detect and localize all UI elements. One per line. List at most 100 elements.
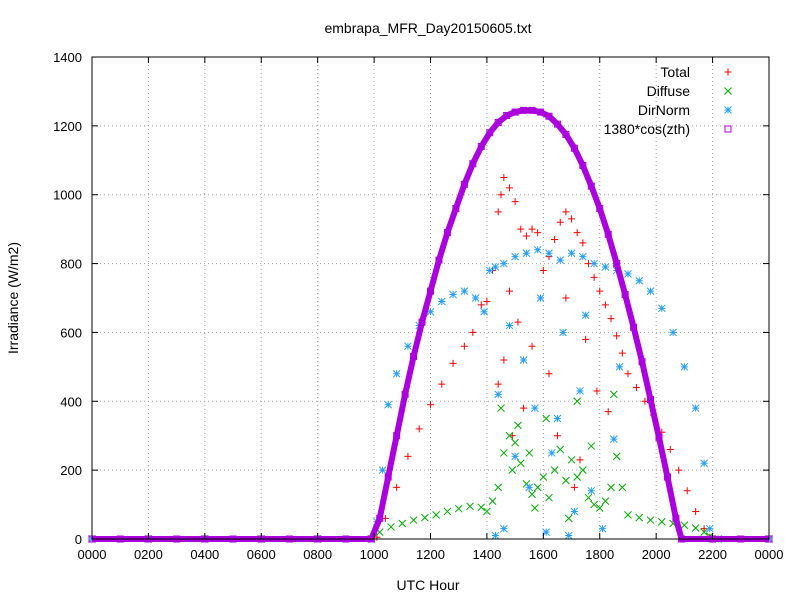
data-point <box>460 342 468 350</box>
data-point <box>384 473 392 481</box>
data-point <box>647 396 655 404</box>
data-point <box>576 456 584 464</box>
data-point <box>469 160 477 168</box>
data-point <box>421 513 429 522</box>
data-point <box>596 204 604 212</box>
data-point <box>666 445 674 453</box>
y-tick-label: 1000 <box>53 188 82 203</box>
data-point <box>587 486 596 495</box>
data-point <box>505 321 514 330</box>
x-tick-label: 0200 <box>134 547 163 562</box>
data-point <box>528 106 536 114</box>
data-point <box>393 432 401 440</box>
data-point <box>581 311 590 320</box>
data-point <box>692 507 700 515</box>
data-point <box>497 191 505 199</box>
series-curve <box>92 107 769 542</box>
series-3 <box>88 106 773 543</box>
data-point <box>570 483 578 491</box>
data-point <box>499 449 508 457</box>
data-point <box>550 466 559 474</box>
data-point <box>517 225 525 233</box>
data-point <box>612 452 621 461</box>
data-point <box>562 130 570 138</box>
data-point <box>449 290 457 299</box>
data-point <box>533 245 542 254</box>
data-point <box>598 524 607 533</box>
data-point <box>384 400 393 409</box>
y-tick-label: 600 <box>60 325 82 340</box>
data-point <box>691 524 700 532</box>
data-point <box>503 112 511 120</box>
data-point <box>522 232 530 240</box>
data-point <box>607 483 615 492</box>
data-point <box>522 249 531 258</box>
data-point <box>480 307 488 316</box>
data-point <box>511 452 519 461</box>
data-point <box>601 497 610 505</box>
data-point <box>376 514 384 522</box>
data-point <box>505 287 513 295</box>
data-point <box>590 500 598 509</box>
x-tick-label: 1200 <box>416 547 445 562</box>
y-tick-label: 1400 <box>53 50 82 65</box>
data-point <box>500 174 508 181</box>
data-point <box>567 455 576 464</box>
data-point <box>437 297 446 306</box>
data-point <box>477 503 486 512</box>
legend-marker <box>724 68 732 76</box>
data-point <box>564 514 573 523</box>
data-point <box>635 276 644 285</box>
data-point <box>539 266 547 274</box>
data-point <box>559 328 567 337</box>
data-point <box>663 473 671 481</box>
data-point <box>553 432 561 440</box>
legend-marker <box>724 106 732 114</box>
y-tick-label: 200 <box>60 463 82 478</box>
data-point <box>514 421 522 430</box>
data-point <box>542 528 551 536</box>
data-point <box>533 483 542 492</box>
data-point <box>511 252 519 261</box>
data-point <box>578 466 587 474</box>
data-point <box>590 273 598 281</box>
data-point <box>573 229 581 237</box>
data-point <box>485 266 494 275</box>
y-tick-label: 800 <box>60 257 82 272</box>
data-point <box>531 504 539 512</box>
data-point <box>508 466 517 474</box>
data-point <box>596 287 604 295</box>
data-point <box>584 493 593 502</box>
data-point <box>519 356 528 364</box>
data-point <box>579 239 587 247</box>
chart-title: embrapa_MFR_Day20150605.txt <box>324 20 531 36</box>
legend-marker <box>724 87 732 95</box>
data-point <box>556 218 564 226</box>
data-point <box>418 318 426 326</box>
data-point <box>378 466 387 474</box>
data-point <box>401 390 409 398</box>
data-point <box>564 531 573 540</box>
data-point <box>404 342 412 351</box>
data-point <box>499 524 508 533</box>
x-tick-label: 1600 <box>529 547 558 562</box>
data-point <box>553 414 562 423</box>
data-point <box>545 249 553 258</box>
data-point <box>683 487 691 495</box>
axis-ticks: 0000 0200 0400 0600 0800 1000 1200 1400 1600 1800… <box>53 50 783 562</box>
data-point <box>528 225 536 233</box>
x-tick-label: 1800 <box>585 547 614 562</box>
data-point <box>573 397 582 406</box>
data-point <box>432 511 440 519</box>
y-axis-title: Irradiance (W/m2) <box>5 242 21 354</box>
data-point <box>601 263 610 271</box>
data-point <box>539 473 548 481</box>
legend-marker <box>724 125 732 133</box>
data-point <box>604 408 612 416</box>
data-point <box>613 260 621 268</box>
data-point <box>499 259 508 268</box>
data-point <box>610 435 618 444</box>
data-point <box>452 204 460 212</box>
data-point <box>618 349 626 357</box>
data-point <box>635 513 644 522</box>
